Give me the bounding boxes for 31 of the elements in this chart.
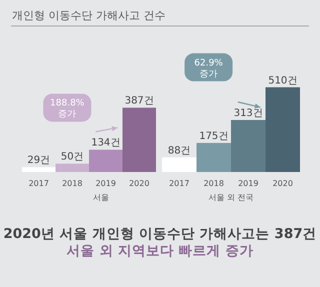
text: 62.9% 증가 [194,58,224,80]
data-label: 88건 [168,145,191,156]
x-tick-label: 2020 [272,179,293,188]
x-tick-label: 2019 [96,179,116,188]
bar [266,87,300,172]
data-label: 29건 [27,155,50,166]
data-label: 313건 [234,108,263,119]
x-tick-label: 2019 [238,179,258,188]
bar [162,157,196,172]
text: 2020년 서울 개인형 이동수단 가해사고는 387건 [3,226,317,242]
data-label: 175건 [199,130,228,142]
annotation: 188.8% 증가 [50,98,85,120]
bar [122,108,156,172]
bar [89,150,122,172]
x-tick-label: 2018 [62,179,82,188]
x-tick-label: 2017 [28,179,49,188]
x-tick-label: 2018 [204,179,224,188]
x-tick-label: 2017 [169,179,190,188]
bar [56,164,89,172]
x-tick-label: 2020 [129,179,150,188]
text: 서울 외 지역보다 빠르게 증가 [66,243,254,259]
data-label: 387건 [124,96,154,107]
x-axis-title: 서울 [93,193,109,202]
data-label: 50건 [60,152,84,163]
data-label: 510건 [268,75,298,86]
bar [231,120,266,172]
bar [196,142,231,172]
chart-title: 개인형 이동수단 가해사고 건수 [12,9,166,22]
bar [22,167,56,172]
x-axis-title: 서울 외 전국 [208,193,254,202]
data-label: 134건 [91,138,120,149]
